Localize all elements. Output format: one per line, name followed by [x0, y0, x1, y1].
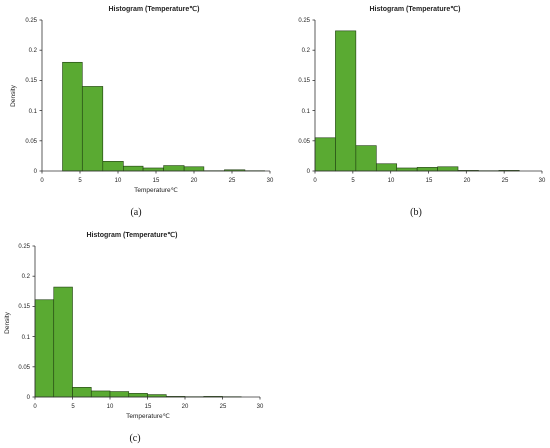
- histogram-bar: [34, 299, 55, 398]
- histogram-panel-a: Histogram (Temperature℃) 0 0.05 0.1 0.15…: [10, 5, 274, 218]
- y-tick-label: 0.2: [22, 274, 31, 280]
- x-axis-label-a: Temperature℃: [134, 187, 178, 194]
- y-tick-label: 0: [27, 395, 31, 401]
- histogram-bar: [128, 393, 148, 398]
- histogram-bar: [102, 161, 124, 172]
- x-tick-labels-b: 0 5 10 15 20 25 30: [313, 178, 546, 184]
- histogram-bar: [314, 137, 336, 172]
- y-tick-label: 0: [34, 169, 38, 175]
- x-tick-label: 30: [257, 404, 264, 410]
- x-tick-label: 0: [40, 178, 44, 184]
- y-tick-label: 0.15: [298, 78, 310, 84]
- histogram-bar: [416, 167, 438, 172]
- x-axis-label-c: Temperature℃: [126, 413, 170, 420]
- histogram-panel-b: Histogram (Temperature℃) 0 0.05 0.1 0.15…: [298, 5, 546, 218]
- y-tick-label: 0.1: [29, 109, 38, 115]
- chart-title-c: Histogram (Temperature℃): [87, 231, 178, 239]
- x-tick-label: 10: [388, 178, 395, 184]
- histogram-bar: [396, 167, 418, 172]
- x-tick-label: 0: [313, 178, 317, 184]
- x-tick-label: 15: [426, 178, 433, 184]
- x-tick-label: 15: [153, 178, 160, 184]
- x-tick-label: 5: [351, 178, 355, 184]
- y-tick-label: 0.1: [22, 335, 31, 341]
- y-tick-label: 0.05: [18, 365, 30, 371]
- y-tick-label: 0.25: [298, 18, 310, 24]
- x-tick-label: 30: [267, 178, 274, 184]
- histogram-bar: [81, 86, 104, 172]
- panel-caption-c: (c): [129, 433, 140, 444]
- histogram-bar: [123, 165, 144, 172]
- y-tick-labels-b: 0 0.05 0.1 0.15 0.2 0.25: [298, 18, 310, 175]
- x-tick-label: 20: [182, 404, 189, 410]
- histogram-bar: [53, 286, 73, 398]
- y-tick-label: 0.1: [302, 109, 311, 115]
- y-tick-labels-c: 0 0.05 0.1 0.15 0.2 0.25: [18, 244, 30, 401]
- y-tick-label: 0.25: [18, 244, 30, 250]
- histogram-bar: [90, 390, 111, 398]
- y-tick-label: 0.05: [25, 139, 37, 145]
- panel-caption-b: (b): [410, 207, 422, 218]
- histogram-bar: [163, 165, 185, 172]
- x-tick-label: 5: [71, 404, 75, 410]
- chart-title-b: Histogram (Temperature℃): [370, 5, 461, 13]
- histogram-panel-c: Histogram (Temperature℃) 0 0.05 0.1 0.15…: [4, 231, 264, 444]
- y-tick-label: 0.2: [302, 48, 311, 54]
- x-tick-label: 5: [78, 178, 82, 184]
- x-tick-label: 20: [464, 178, 471, 184]
- x-tick-label: 25: [502, 178, 509, 184]
- histogram-bar: [109, 391, 130, 398]
- axes-b: [312, 19, 543, 174]
- histogram-bar: [142, 167, 164, 172]
- histogram-bars-a: [62, 61, 265, 172]
- panel-caption-a: (a): [130, 207, 141, 218]
- histogram-bar: [335, 30, 357, 172]
- y-tick-label: 0.05: [298, 139, 310, 145]
- axes-a: [39, 19, 271, 174]
- x-tick-label: 10: [115, 178, 122, 184]
- y-axis-label-a: Density: [10, 84, 17, 106]
- histogram-bar: [183, 166, 205, 172]
- y-tick-label: 0.15: [18, 304, 30, 310]
- y-tick-label: 0.15: [25, 78, 37, 84]
- histogram-bar: [375, 163, 398, 172]
- y-axis-label-c: Density: [4, 311, 11, 333]
- y-tick-labels-a: 0 0.05 0.1 0.15 0.2 0.25: [25, 18, 37, 175]
- histogram-bars-b: [314, 30, 520, 172]
- chart-title-a: Histogram (Temperature℃): [109, 5, 200, 13]
- y-tick-label: 0.2: [29, 48, 38, 54]
- y-tick-label: 0.25: [25, 18, 37, 24]
- x-tick-label: 25: [220, 404, 227, 410]
- y-tick-label: 0: [307, 169, 311, 175]
- x-tick-label: 25: [229, 178, 236, 184]
- x-tick-label: 20: [191, 178, 198, 184]
- histogram-bar: [72, 387, 92, 398]
- axes-c: [32, 245, 261, 400]
- x-tick-label: 30: [539, 178, 546, 184]
- histogram-bar: [355, 145, 377, 172]
- histogram-bars-c: [34, 286, 242, 398]
- histogram-bar: [437, 166, 459, 172]
- histogram-bar: [62, 61, 83, 172]
- x-tick-label: 10: [107, 404, 114, 410]
- x-tick-labels-a: 0 5 10 15 20 25 30: [40, 178, 274, 184]
- x-tick-label: 0: [33, 404, 37, 410]
- x-tick-label: 15: [145, 404, 152, 410]
- x-tick-labels-c: 0 5 10 15 20 25 30: [33, 404, 264, 410]
